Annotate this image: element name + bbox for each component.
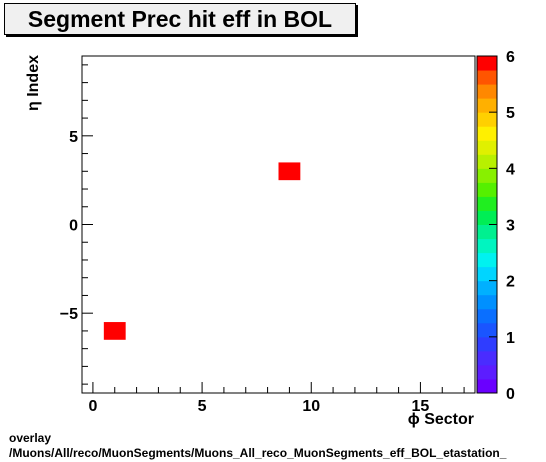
heatmap-cell: [278, 162, 301, 181]
x-tick-label: 5: [198, 398, 207, 415]
palette-band: [477, 210, 497, 225]
palette-band: [477, 182, 497, 197]
heatmap-cells: [103, 162, 301, 340]
z-tick-label: 0: [506, 386, 515, 403]
z-tick-label: 2: [506, 274, 515, 291]
palette-band: [477, 350, 497, 366]
chart-title: Segment Prec hit eff in BOL: [27, 6, 333, 32]
palette-band: [477, 126, 497, 141]
footer-overlay-label: overlay: [9, 431, 52, 445]
x-axis-label: ϕ Sector: [408, 411, 474, 428]
palette-band: [477, 364, 497, 380]
palette-band: [477, 336, 497, 352]
palette-band: [477, 294, 497, 310]
z-axis-ticks: 0 1 2 3 4 5 6: [489, 49, 515, 403]
heatmap-cell: [103, 322, 126, 340]
palette-band: [477, 238, 497, 254]
palette-band: [477, 84, 497, 99]
palette-band: [477, 378, 497, 394]
palette-band: [477, 70, 497, 85]
x-tick-label: 0: [88, 398, 97, 415]
palette-band: [477, 196, 497, 211]
palette-band: [477, 112, 497, 127]
y-tick-label: 0: [69, 218, 78, 235]
chart-title-box: Segment Prec hit eff in BOL: [4, 3, 356, 35]
y-tick-label: −5: [60, 306, 78, 323]
palette-band: [477, 224, 497, 240]
footer-path-label: /Muons/All/reco/MuonSegments/Muons_All_r…: [9, 446, 507, 460]
y-axis-ticks: −5 0 5: [60, 64, 93, 385]
palette-band: [477, 266, 497, 282]
y-axis-label: η Index: [25, 55, 42, 111]
z-tick-label: 6: [506, 49, 515, 66]
color-palette: [476, 55, 498, 394]
plot-frame: [81, 55, 476, 394]
z-tick-label: 3: [506, 218, 515, 235]
z-tick-label: 1: [506, 330, 515, 347]
palette-band: [477, 168, 497, 183]
z-tick-label: 4: [506, 161, 515, 178]
x-axis-ticks: 0 5 10 15: [88, 382, 465, 415]
z-tick-label: 5: [506, 105, 515, 122]
palette-band: [477, 154, 497, 169]
palette-band: [477, 140, 497, 155]
palette-band: [477, 56, 497, 71]
palette-band: [477, 280, 497, 296]
palette-band: [477, 252, 497, 268]
x-tick-label: 15: [412, 398, 430, 415]
y-tick-label: 5: [69, 129, 78, 146]
x-tick-label: 10: [302, 398, 320, 415]
palette-band: [477, 322, 497, 338]
palette-band: [477, 308, 497, 324]
palette-band: [477, 98, 497, 113]
